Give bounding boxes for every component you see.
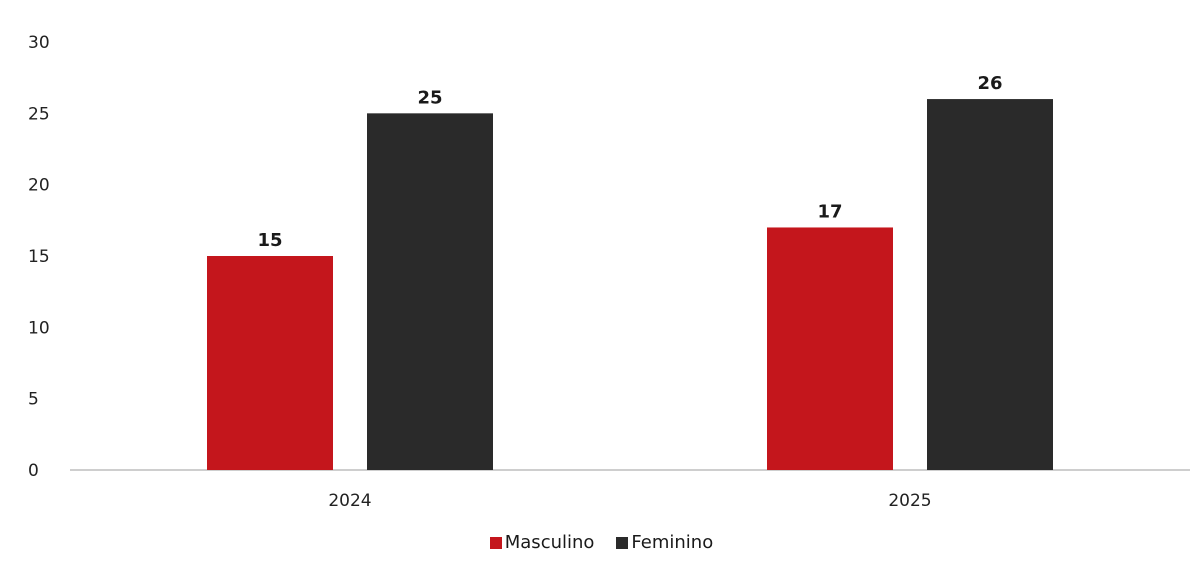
x-category-label: 2024: [328, 491, 371, 511]
legend-label: Feminino: [631, 532, 714, 553]
data-label: 26: [977, 73, 1002, 94]
legend-item: Feminino: [616, 532, 713, 553]
y-tick-label: 5: [28, 390, 39, 410]
x-category-label: 2025: [888, 491, 931, 511]
data-label: 15: [257, 230, 282, 251]
bar-masculino-2025: [767, 227, 893, 470]
legend-swatch: [489, 536, 502, 549]
bar-feminino-2024: [367, 113, 493, 470]
legend-item: Masculino: [489, 532, 595, 553]
data-label: 17: [817, 201, 842, 222]
y-tick-label: 25: [28, 104, 50, 124]
y-tick-label: 30: [28, 33, 50, 53]
y-tick-label: 15: [28, 247, 50, 267]
legend: Masculino Feminino: [0, 532, 1203, 553]
legend-label: Masculino: [504, 532, 595, 553]
bar-masculino-2024: [207, 256, 333, 470]
legend-swatch: [616, 536, 629, 549]
y-tick-label: 10: [28, 318, 50, 338]
data-label: 25: [417, 87, 442, 108]
y-tick-label: 0: [28, 461, 39, 481]
bar-feminino-2025: [927, 99, 1053, 471]
y-tick-label: 20: [28, 176, 50, 196]
